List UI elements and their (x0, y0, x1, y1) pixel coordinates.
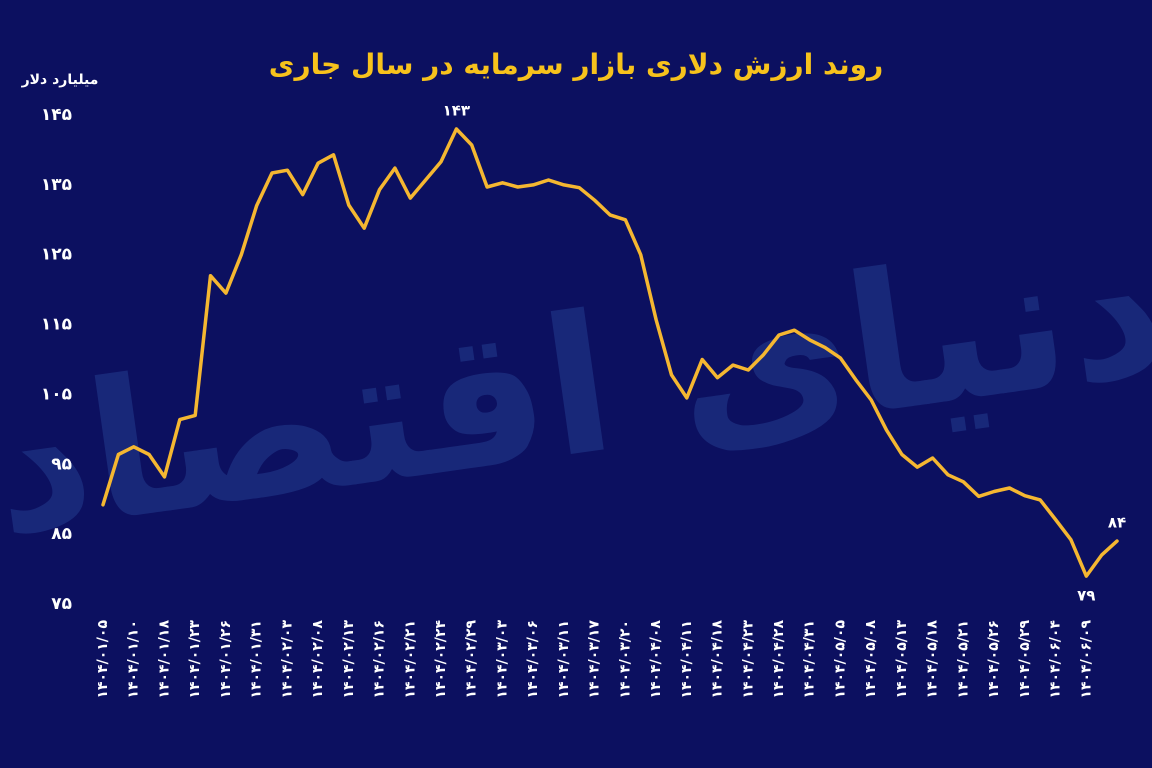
x-tick-label: ۱۴۰۴/۰۳/۱۷ (587, 620, 603, 699)
x-tick-label: ۱۴۰۴/۰۵/۱۸ (925, 620, 941, 699)
x-tick-label: ۱۴۰۴/۰۲/۲۹ (464, 620, 480, 699)
x-tick-label: ۱۴۰۴/۰۴/۱۸ (710, 620, 726, 699)
x-tick-label: ۱۴۰۴/۰۲/۰۸ (310, 620, 326, 699)
x-tick-label: ۱۴۰۴/۰۱/۲۶ (218, 620, 234, 699)
x-tick-label: ۱۴۰۴/۰۴/۲۳ (740, 620, 756, 699)
y-tick-label: ۱۱۵ (41, 315, 72, 335)
y-tick-label: ۱۰۵ (41, 384, 72, 404)
x-tick-label: ۱۴۰۴/۰۲/۱۳ (341, 620, 357, 699)
y-tick-label: ۷۵ (51, 594, 72, 614)
x-tick-label: ۱۴۰۴/۰۳/۲۰ (617, 620, 633, 699)
x-tick-label: ۱۴۰۴/۰۱/۳۱ (249, 620, 265, 699)
x-tick-label: ۱۴۰۴/۰۴/۲۸ (771, 620, 787, 699)
x-tick-label: ۱۴۰۴/۰۵/۲۶ (986, 620, 1002, 699)
x-tick-label: ۱۴۰۴/۰۲/۰۳ (279, 620, 295, 699)
x-tick-label: ۱۴۰۴/۰۵/۲۹ (1017, 620, 1033, 699)
data-label: ۷۹ (1077, 587, 1095, 605)
x-tick-label: ۱۴۰۴/۰۲/۲۴ (433, 620, 449, 699)
y-tick-label: ۱۳۵ (41, 175, 72, 195)
x-tick-label: ۱۴۰۴/۰۵/۱۳ (894, 620, 910, 699)
y-tick-label: ۸۵ (51, 524, 72, 544)
x-tick-label: ۱۴۰۴/۰۵/۰۸ (863, 620, 879, 699)
line (101, 127, 1119, 578)
x-tick-label: ۱۴۰۴/۰۲/۲۱ (402, 620, 418, 699)
y-tick-label: ۱۴۵ (41, 105, 72, 125)
x-tick-label: ۱۴۰۴/۰۴/۳۱ (802, 620, 818, 699)
y-tick-label: ۱۲۵ (41, 245, 72, 265)
data-label: ۸۴ (1108, 514, 1126, 532)
x-tick-label: ۱۴۰۴/۰۲/۱۶ (372, 620, 388, 699)
x-tick-label: ۱۴۰۴/۰۵/۲۱ (955, 620, 971, 699)
x-tick-label: ۱۴۰۴/۰۱/۱۰ (126, 620, 142, 699)
x-tick-label: ۱۴۰۴/۰۳/۰۳ (494, 620, 510, 699)
x-tick-label: ۱۴۰۴/۰۳/۱۱ (556, 620, 572, 699)
x-tick-label: ۱۴۰۴/۰۴/۰۸ (648, 620, 664, 699)
x-tick-label: ۱۴۰۴/۰۴/۱۱ (679, 620, 695, 699)
x-tick-label: ۱۴۰۴/۰۶/۰۹ (1078, 620, 1094, 699)
chart-title: روند ارزش دلاری بازار سرمایه در سال جاری (269, 48, 883, 81)
data-label: ۱۴۳ (443, 101, 470, 119)
y-axis-label: میلیارد دلار (21, 72, 99, 88)
x-tick-label: ۱۴۰۴/۰۱/۲۳ (187, 620, 203, 699)
y-tick-label: ۹۵ (51, 454, 72, 474)
x-tick-label: ۱۴۰۴/۰۵/۰۵ (832, 620, 848, 699)
x-tick-label: ۱۴۰۴/۰۱/۰۵ (95, 620, 111, 699)
x-tick-label: ۱۴۰۴/۰۱/۱۸ (156, 620, 172, 699)
x-tick-label: ۱۴۰۴/۰۶/۰۴ (1048, 620, 1064, 699)
x-tick-label: ۱۴۰۴/۰۳/۰۶ (525, 620, 541, 699)
